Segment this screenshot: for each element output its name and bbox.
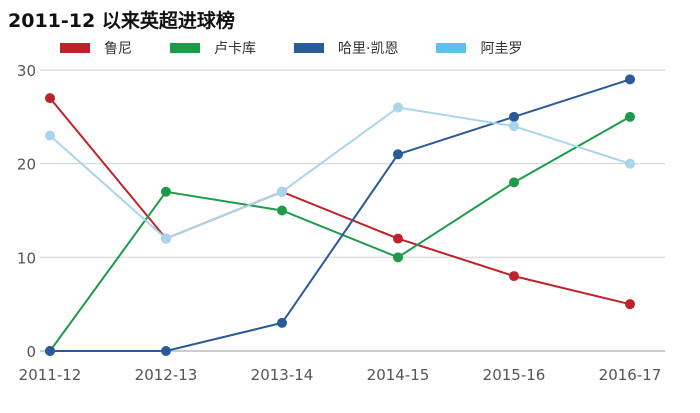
data-point-lukaku — [625, 111, 635, 122]
y-tick-label: 20 — [17, 156, 36, 174]
x-tick-label: 2011-12 — [19, 366, 82, 384]
data-point-rooney — [625, 299, 635, 310]
legend-label-lukaku: 卢卡库 — [214, 41, 256, 57]
data-point-aguero — [625, 158, 635, 169]
data-point-lukaku — [509, 177, 519, 188]
data-point-rooney — [509, 271, 519, 282]
data-point-aguero — [45, 130, 55, 141]
data-point-lukaku — [393, 252, 403, 263]
x-tick-label: 2016-17 — [599, 366, 662, 384]
series-line-rooney — [49, 97, 631, 306]
data-point-kane — [509, 111, 519, 122]
legend: 鲁尼 卢卡库 哈里·凯恩 阿圭罗 — [60, 38, 560, 58]
data-point-rooney — [393, 233, 403, 244]
x-tick-label: 2013-14 — [251, 366, 314, 384]
data-point-aguero — [161, 233, 171, 244]
data-point-lukaku — [277, 205, 287, 216]
legend-item-aguero[interactable]: 阿圭罗 — [436, 38, 522, 58]
legend-item-rooney[interactable]: 鲁尼 — [60, 38, 132, 58]
series-line-kane — [50, 78, 631, 352]
legend-swatch-aguero — [436, 43, 467, 53]
x-tick-label: 2015-16 — [483, 366, 546, 384]
data-point-aguero — [509, 121, 519, 132]
data-point-aguero — [277, 186, 287, 197]
series-line-lukaku — [49, 115, 631, 352]
data-point-kane — [393, 149, 403, 160]
data-point-kane — [625, 74, 635, 85]
data-point-rooney — [45, 93, 55, 104]
legend-swatch-kane — [294, 43, 324, 53]
data-point-kane — [45, 346, 55, 356]
data-point-kane — [161, 346, 171, 356]
legend-label-aguero: 阿圭罗 — [480, 41, 523, 57]
legend-swatch-lukaku — [170, 43, 200, 53]
y-tick-label: 0 — [26, 343, 36, 361]
data-point-aguero — [393, 102, 403, 113]
series-line-aguero — [49, 106, 631, 240]
legend-swatch-rooney — [60, 43, 90, 53]
data-point-lukaku — [161, 186, 171, 197]
legend-label-rooney: 鲁尼 — [104, 41, 132, 57]
legend-label-kane: 哈里·凯恩 — [338, 41, 399, 57]
data-point-kane — [277, 317, 287, 328]
chart-title: 2011-12 以来英超进球榜 — [8, 10, 235, 32]
x-tick-label: 2014-15 — [367, 366, 430, 384]
x-tick-label: 2012-13 — [135, 366, 198, 384]
legend-item-kane[interactable]: 哈里·凯恩 — [294, 38, 398, 58]
y-tick-label: 10 — [17, 249, 36, 267]
y-tick-label: 30 — [17, 62, 36, 80]
legend-item-lukaku[interactable]: 卢卡库 — [170, 38, 256, 58]
